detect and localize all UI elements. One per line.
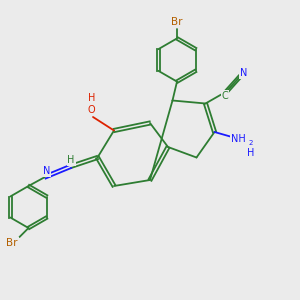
Text: NH: NH [230, 134, 245, 144]
Text: H: H [248, 148, 255, 158]
Text: N: N [240, 68, 247, 78]
Text: N: N [43, 166, 50, 176]
Text: C: C [222, 91, 228, 101]
Text: Br: Br [171, 17, 183, 27]
Text: O: O [88, 105, 95, 116]
Text: Br: Br [6, 238, 18, 248]
Text: H: H [88, 93, 95, 103]
Text: 2: 2 [249, 140, 253, 146]
Text: H: H [68, 155, 75, 165]
